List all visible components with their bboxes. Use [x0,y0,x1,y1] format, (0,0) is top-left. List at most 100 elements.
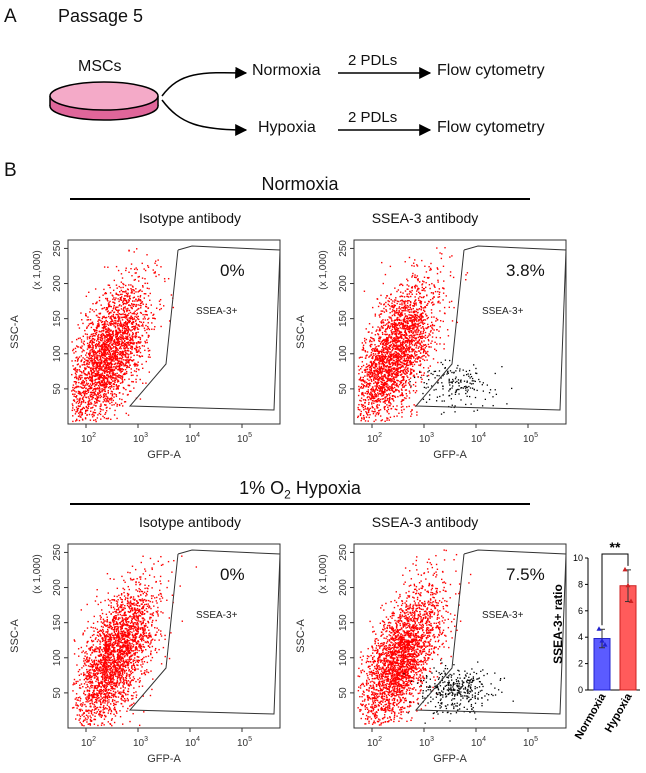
normoxia-isotype-title: Isotype antibody [139,210,241,226]
y-axis-multiplier: (x 1,000) [318,250,329,289]
cell-population [71,555,198,727]
y-axis-title: SSC-A [295,619,307,653]
data-point [596,626,602,631]
bar-chart-ylabel: SSEA-3+ ratio [551,584,565,664]
gate-percent: 3.8% [506,261,545,280]
x-tick-label: 103 [133,432,148,445]
y-tick-label: 200 [338,579,349,596]
data-point [622,566,628,572]
normoxia-section-title: Normoxia [261,174,339,194]
y-axis-title: SSC-A [295,315,307,349]
gate-percent: 0% [220,565,245,584]
y-tick-label: 100 [338,649,349,666]
y-tick-label: 100 [52,649,63,666]
plot-frame [67,543,281,729]
y-tick-label: 100 [338,345,349,362]
bar-y-tick-label: 10 [573,553,583,563]
pdl-label-hypoxia: 2 PDLs [348,109,398,126]
bar-y-tick-label: 6 [578,606,583,616]
x-tick-label: 103 [419,432,434,445]
x-axis-title: GFP-A [433,449,467,461]
cell-population [357,549,472,726]
y-tick-label: 50 [52,383,63,395]
x-tick-label: 105 [523,432,538,445]
gate-percent: 0% [220,261,245,280]
normoxia-title-rule [70,198,530,200]
x-tick-label: 102 [81,432,96,445]
y-axis-title: SSC-A [9,619,21,653]
y-tick-label: 250 [52,240,63,257]
data-point [625,582,631,588]
x-tick-label: 102 [367,432,382,445]
normoxia-arm-label: Normoxia [252,62,321,79]
flow-plot-hypoxia-ssea3: SSC-A (x 1,000) 50 100 150 200 250 102 103 104 105… [295,543,567,765]
plot-frame [353,543,567,729]
x-tick-label: 104 [471,736,486,749]
y-axis-multiplier: (x 1,000) [32,250,43,289]
x-axis-title: GFP-A [147,753,181,765]
workflow-diagram [49,66,432,136]
flow-plot-normoxia-ssea3: SSC-A (x 1,000) 50 100 150 200 250 102 103 104 105… [295,239,567,461]
bar-y-tick-label: 4 [578,632,583,642]
data-point [602,642,608,647]
ssea3-gate [414,549,567,715]
x-tick-label: 105 [237,432,252,445]
flow-endpoint-hypoxia: Flow cytometry [437,119,545,136]
y-tick-label: 250 [52,544,63,561]
y-tick-label: 150 [338,310,349,327]
gate-label: SSEA-3+ [482,306,524,317]
ssea3-gate [128,549,281,715]
panel-b-letter: B [4,160,17,181]
y-tick-label: 250 [338,240,349,257]
data-point [599,638,605,643]
y-tick-label: 50 [338,687,349,699]
x-tick-label: 102 [81,736,96,749]
cell-population [71,248,175,423]
x-tick-label: 103 [133,736,148,749]
bar-category-label: Normoxia [573,691,609,742]
y-tick-label: 200 [52,579,63,596]
flow-endpoint-normoxia: Flow cytometry [437,62,545,79]
y-tick-label: 100 [52,345,63,362]
y-tick-label: 50 [338,383,349,395]
hypoxia-ssea3-title: SSEA-3 antibody [371,514,479,530]
y-tick-label: 50 [52,687,63,699]
gated-ssea3-cells [403,659,514,724]
ssea3-gate [128,245,281,411]
hypoxia-section-title: 1% O2 Hypoxia [239,478,361,502]
hypoxia-arm-label: Hypoxia [258,119,316,136]
y-tick-label: 150 [52,310,63,327]
y-tick-label: 150 [338,614,349,631]
y-axis-title: SSC-A [9,315,21,349]
bar-y-tick-label: 2 [578,659,583,669]
panel-a-letter: A [4,6,17,27]
normoxia-ssea3-title: SSEA-3 antibody [371,210,479,226]
culture-dish-icon [49,81,159,121]
panel-a-title: Passage 5 [58,6,144,26]
x-tick-label: 104 [471,432,486,445]
y-axis-multiplier: (x 1,000) [32,554,43,593]
x-tick-label: 105 [523,736,538,749]
x-tick-label: 103 [419,736,434,749]
y-tick-label: 200 [338,275,349,292]
flow-plot-hypoxia-isotype: SSC-A (x 1,000) 50 100 150 200 250 102 103 104 105… [9,543,281,765]
x-tick-label: 104 [185,432,200,445]
gate-label: SSEA-3+ [196,610,238,621]
bar-y-tick-label: 0 [578,685,583,695]
x-tick-label: 105 [237,736,252,749]
x-tick-label: 104 [185,736,200,749]
x-axis-title: GFP-A [147,449,181,461]
data-point [628,598,634,604]
gate-label: SSEA-3+ [482,610,524,621]
y-tick-label: 250 [338,544,349,561]
plot-frame [67,239,281,425]
ssea3-gate [414,245,567,411]
bar-y-tick-label: 8 [578,579,583,589]
gate-percent: 7.5% [506,565,545,584]
hypoxia-isotype-title: Isotype antibody [139,514,241,530]
significance-bracket [601,553,629,626]
significance-marker: ** [610,540,621,555]
source-label: MSCs [78,58,122,75]
cell-population [357,247,469,423]
